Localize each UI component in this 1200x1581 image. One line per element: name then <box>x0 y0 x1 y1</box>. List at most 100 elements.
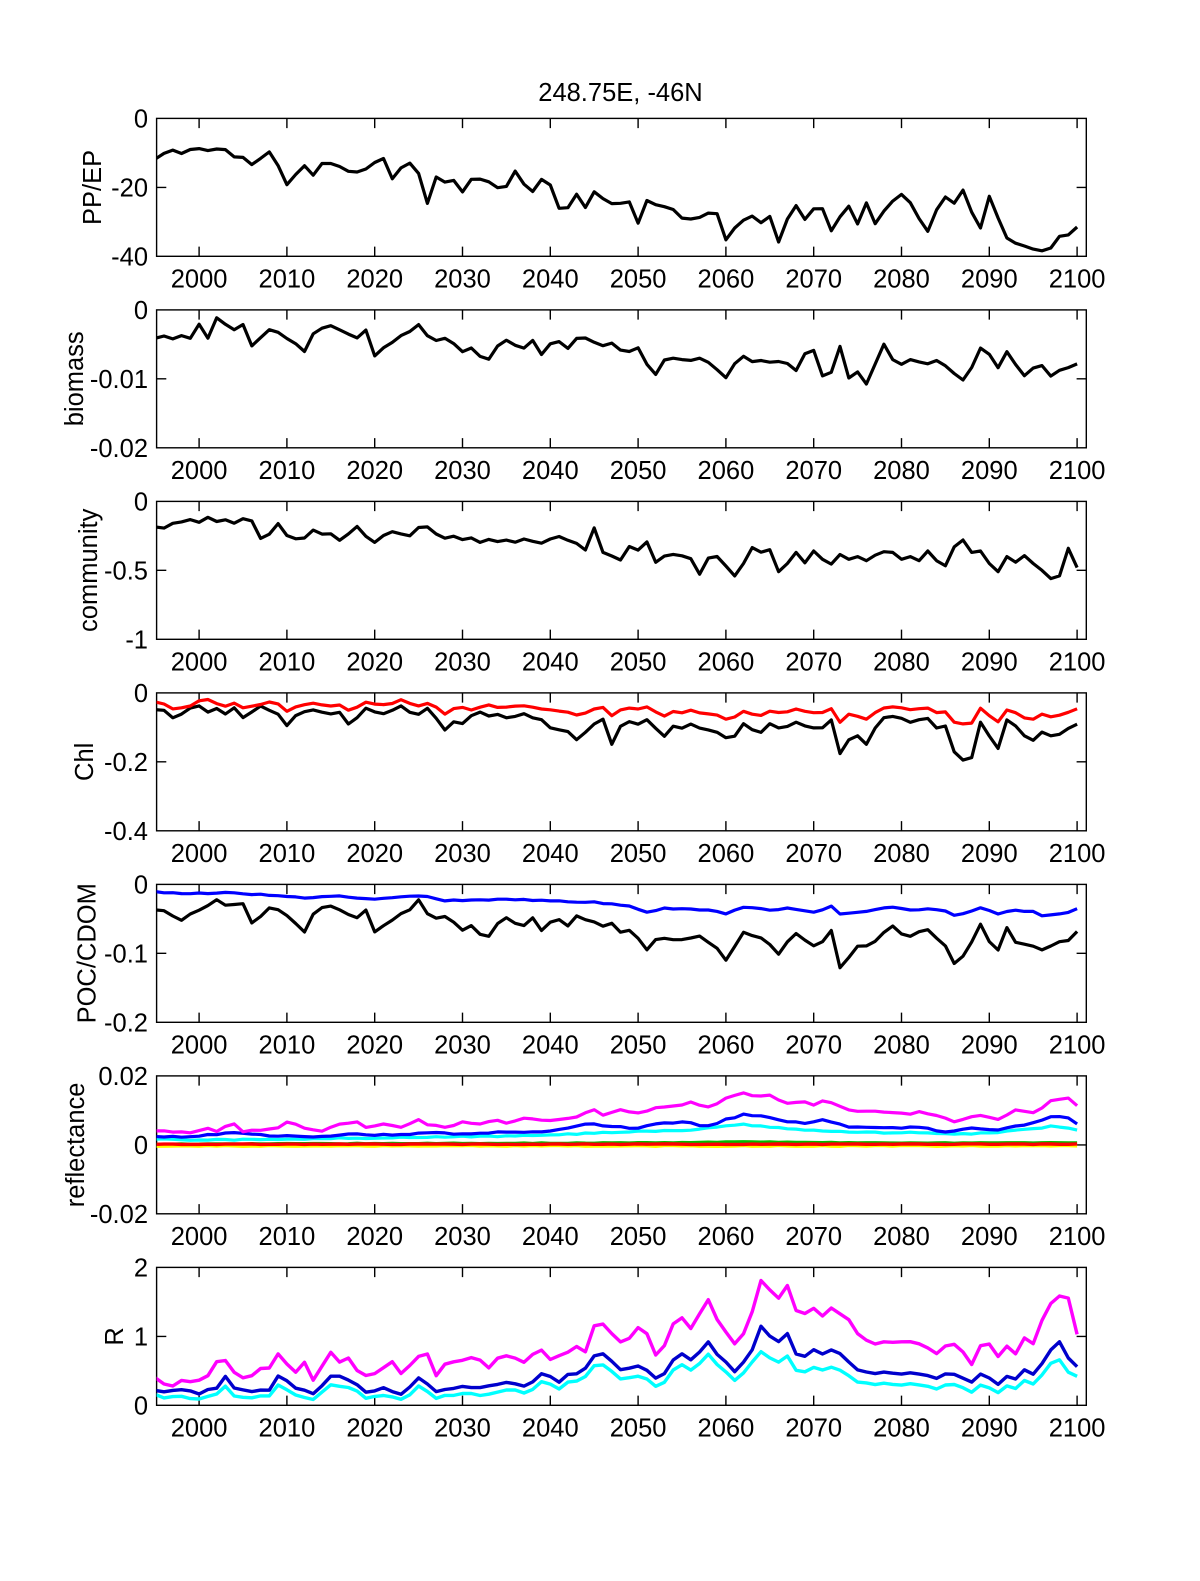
svg-text:2000: 2000 <box>171 840 228 868</box>
svg-text:-0.4: -0.4 <box>104 818 148 846</box>
svg-text:2010: 2010 <box>259 1414 316 1442</box>
svg-text:2070: 2070 <box>785 840 842 868</box>
svg-text:2010: 2010 <box>259 265 316 293</box>
svg-text:biomass: biomass <box>61 331 89 426</box>
svg-text:2100: 2100 <box>1049 1031 1106 1059</box>
svg-text:2070: 2070 <box>785 1031 842 1059</box>
svg-text:2050: 2050 <box>610 1223 667 1251</box>
svg-text:-0.2: -0.2 <box>104 1009 148 1037</box>
svg-text:2030: 2030 <box>434 648 491 676</box>
svg-text:2030: 2030 <box>434 1414 491 1442</box>
svg-text:2080: 2080 <box>873 457 930 485</box>
svg-text:2020: 2020 <box>346 457 403 485</box>
svg-text:2030: 2030 <box>434 840 491 868</box>
svg-text:2010: 2010 <box>259 648 316 676</box>
svg-text:PP/EP: PP/EP <box>79 150 107 225</box>
svg-text:2030: 2030 <box>434 1223 491 1251</box>
svg-text:2060: 2060 <box>698 840 755 868</box>
svg-text:-0.02: -0.02 <box>90 435 148 463</box>
svg-text:0: 0 <box>134 488 148 516</box>
svg-text:2100: 2100 <box>1049 457 1106 485</box>
svg-text:2040: 2040 <box>522 265 579 293</box>
svg-text:R: R <box>101 1327 129 1345</box>
svg-text:2060: 2060 <box>698 1414 755 1442</box>
svg-text:2060: 2060 <box>698 1223 755 1251</box>
svg-text:0: 0 <box>134 1392 148 1420</box>
svg-text:2040: 2040 <box>522 840 579 868</box>
svg-text:2000: 2000 <box>171 1223 228 1251</box>
svg-text:2080: 2080 <box>873 648 930 676</box>
svg-text:2000: 2000 <box>171 648 228 676</box>
svg-text:2100: 2100 <box>1049 265 1106 293</box>
svg-text:0: 0 <box>134 680 148 708</box>
svg-text:2010: 2010 <box>259 1223 316 1251</box>
svg-text:2020: 2020 <box>346 265 403 293</box>
svg-text:2020: 2020 <box>346 1031 403 1059</box>
svg-text:2100: 2100 <box>1049 1223 1106 1251</box>
svg-text:2040: 2040 <box>522 1223 579 1251</box>
svg-text:2070: 2070 <box>785 457 842 485</box>
svg-text:2040: 2040 <box>522 1414 579 1442</box>
svg-text:2070: 2070 <box>785 1223 842 1251</box>
svg-text:2090: 2090 <box>961 648 1018 676</box>
svg-text:2060: 2060 <box>698 648 755 676</box>
svg-text:2000: 2000 <box>171 1414 228 1442</box>
svg-text:-20: -20 <box>111 174 148 202</box>
svg-text:2010: 2010 <box>259 457 316 485</box>
svg-text:-0.1: -0.1 <box>104 940 148 968</box>
svg-text:-0.2: -0.2 <box>104 749 148 777</box>
svg-text:248.75E, -46N: 248.75E, -46N <box>538 79 702 107</box>
svg-text:2010: 2010 <box>259 1031 316 1059</box>
svg-text:2060: 2060 <box>698 1031 755 1059</box>
svg-text:2020: 2020 <box>346 648 403 676</box>
svg-text:2070: 2070 <box>785 648 842 676</box>
svg-text:0: 0 <box>134 871 148 899</box>
svg-text:2100: 2100 <box>1049 1414 1106 1442</box>
svg-text:2080: 2080 <box>873 1414 930 1442</box>
svg-text:2050: 2050 <box>610 648 667 676</box>
svg-text:2030: 2030 <box>434 457 491 485</box>
svg-text:2020: 2020 <box>346 1223 403 1251</box>
svg-text:2: 2 <box>134 1254 148 1282</box>
svg-text:0: 0 <box>134 297 148 325</box>
svg-text:2060: 2060 <box>698 457 755 485</box>
svg-text:2070: 2070 <box>785 265 842 293</box>
svg-text:2100: 2100 <box>1049 840 1106 868</box>
svg-text:2040: 2040 <box>522 1031 579 1059</box>
svg-text:2010: 2010 <box>259 840 316 868</box>
svg-text:2090: 2090 <box>961 265 1018 293</box>
svg-text:1: 1 <box>134 1323 148 1351</box>
svg-text:-1: -1 <box>125 626 148 654</box>
svg-text:2050: 2050 <box>610 457 667 485</box>
svg-text:2000: 2000 <box>171 457 228 485</box>
svg-text:2050: 2050 <box>610 1031 667 1059</box>
svg-text:2090: 2090 <box>961 840 1018 868</box>
svg-text:2050: 2050 <box>610 265 667 293</box>
svg-text:0: 0 <box>134 1132 148 1160</box>
svg-text:2060: 2060 <box>698 265 755 293</box>
svg-text:2090: 2090 <box>961 1414 1018 1442</box>
svg-text:2080: 2080 <box>873 265 930 293</box>
svg-text:Chl: Chl <box>71 743 99 781</box>
svg-text:POC/CDOM: POC/CDOM <box>73 883 101 1023</box>
svg-text:2070: 2070 <box>785 1414 842 1442</box>
svg-text:reflectance: reflectance <box>62 1083 90 1208</box>
svg-text:community: community <box>75 508 103 632</box>
svg-text:2000: 2000 <box>171 1031 228 1059</box>
svg-text:-0.01: -0.01 <box>90 366 148 394</box>
svg-text:2090: 2090 <box>961 457 1018 485</box>
svg-text:2000: 2000 <box>171 265 228 293</box>
svg-text:2040: 2040 <box>522 648 579 676</box>
svg-text:2080: 2080 <box>873 840 930 868</box>
svg-text:2090: 2090 <box>961 1031 1018 1059</box>
svg-text:2080: 2080 <box>873 1031 930 1059</box>
svg-text:-40: -40 <box>111 243 148 271</box>
svg-text:2050: 2050 <box>610 840 667 868</box>
svg-text:2020: 2020 <box>346 1414 403 1442</box>
svg-text:2030: 2030 <box>434 265 491 293</box>
svg-text:2090: 2090 <box>961 1223 1018 1251</box>
svg-text:0: 0 <box>134 105 148 133</box>
svg-text:0.02: 0.02 <box>98 1063 148 1091</box>
svg-text:2080: 2080 <box>873 1223 930 1251</box>
svg-text:-0.5: -0.5 <box>104 557 148 585</box>
